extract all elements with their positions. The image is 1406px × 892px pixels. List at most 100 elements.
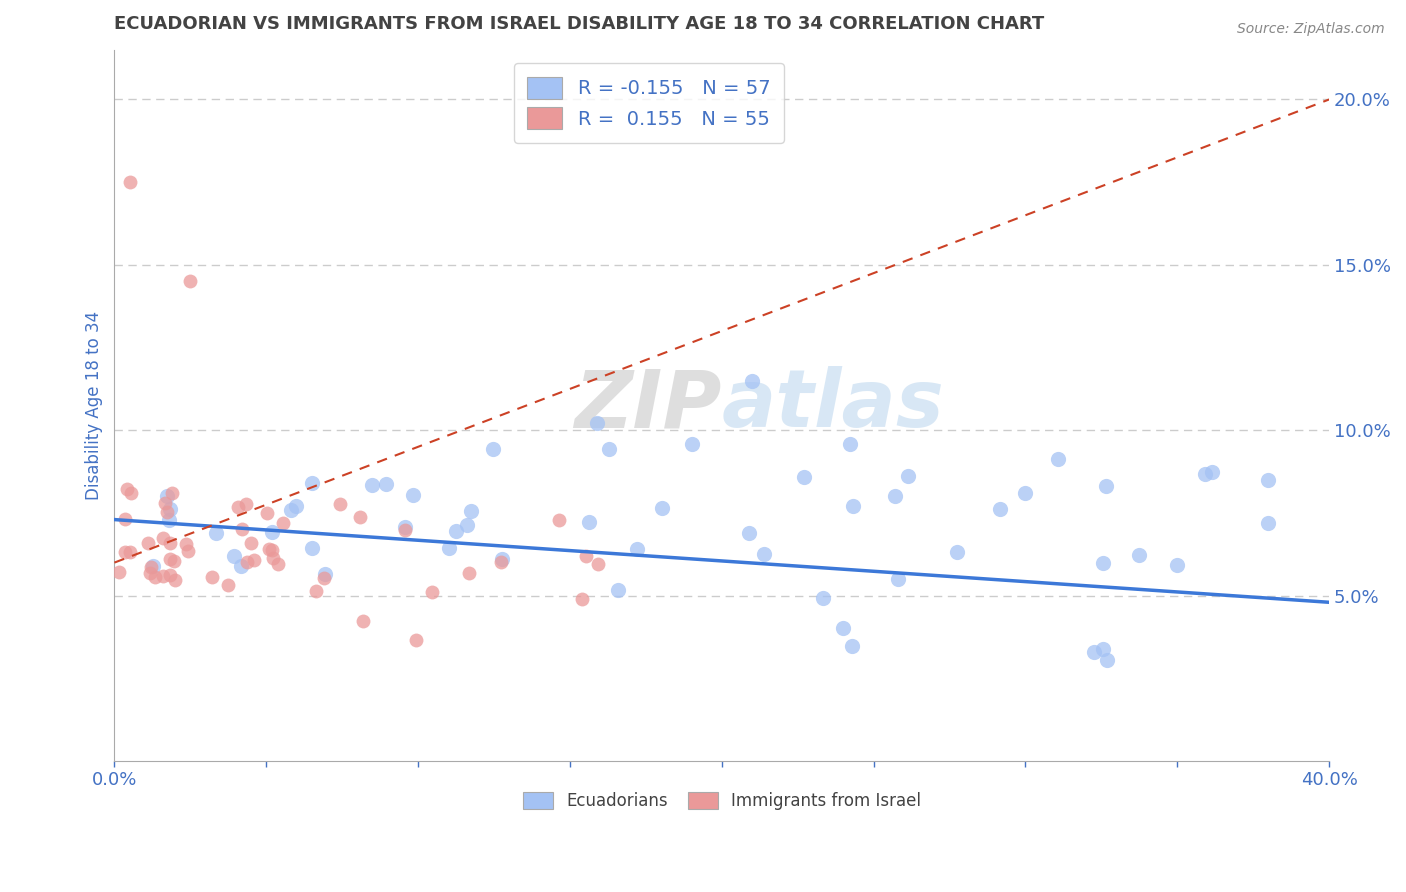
- Point: [607, 583, 630, 598]
- Point: [176, 544, 198, 558]
- Point: [586, 417, 609, 431]
- Point: [832, 621, 855, 635]
- Point: [139, 560, 162, 574]
- Point: [139, 566, 162, 580]
- Point: [626, 542, 648, 557]
- Legend: Ecuadorians, Immigrants from Israel: Ecuadorians, Immigrants from Israel: [516, 785, 928, 817]
- Point: [329, 497, 352, 511]
- Point: [420, 585, 443, 599]
- Point: [1094, 479, 1116, 493]
- Point: [460, 504, 482, 518]
- Point: [159, 501, 181, 516]
- Point: [456, 518, 478, 533]
- Point: [489, 555, 512, 569]
- Point: [301, 476, 323, 491]
- Point: [1092, 642, 1115, 657]
- Point: [841, 639, 863, 653]
- Y-axis label: Disability Age 18 to 34: Disability Age 18 to 34: [86, 311, 103, 500]
- Point: [1095, 653, 1118, 667]
- Point: [217, 578, 239, 592]
- Point: [163, 573, 186, 587]
- Point: [115, 482, 138, 496]
- Point: [136, 536, 159, 550]
- Point: [229, 559, 252, 574]
- Point: [159, 535, 181, 549]
- Point: [142, 558, 165, 573]
- Point: [256, 507, 278, 521]
- Point: [1046, 452, 1069, 467]
- Point: [349, 510, 371, 524]
- Point: [312, 571, 335, 585]
- Point: [236, 555, 259, 569]
- Point: [1201, 465, 1223, 479]
- Point: [457, 566, 479, 581]
- Point: [1166, 558, 1188, 572]
- Point: [155, 495, 177, 509]
- Text: ECUADORIAN VS IMMIGRANTS FROM ISRAEL DISABILITY AGE 18 TO 34 CORRELATION CHART: ECUADORIAN VS IMMIGRANTS FROM ISRAEL DIS…: [114, 15, 1045, 33]
- Point: [1128, 548, 1150, 562]
- Point: [262, 551, 284, 566]
- Point: [405, 632, 427, 647]
- Point: [1257, 516, 1279, 530]
- Point: [243, 553, 266, 567]
- Point: [152, 569, 174, 583]
- Point: [352, 614, 374, 628]
- Text: ZIP: ZIP: [575, 367, 721, 444]
- Point: [114, 511, 136, 525]
- Point: [305, 583, 328, 598]
- Text: atlas: atlas: [721, 367, 945, 444]
- Point: [179, 274, 201, 288]
- Point: [1014, 486, 1036, 500]
- Point: [793, 470, 815, 484]
- Point: [118, 175, 141, 189]
- Point: [314, 566, 336, 581]
- Point: [152, 531, 174, 545]
- Point: [240, 535, 263, 549]
- Point: [360, 478, 382, 492]
- Point: [437, 541, 460, 556]
- Point: [896, 469, 918, 483]
- Point: [588, 557, 610, 571]
- Point: [1194, 467, 1216, 481]
- Point: [738, 525, 761, 540]
- Point: [741, 374, 763, 388]
- Point: [990, 502, 1012, 516]
- Point: [260, 525, 283, 540]
- Point: [651, 500, 673, 515]
- Point: [120, 485, 142, 500]
- Point: [945, 544, 967, 558]
- Point: [1083, 645, 1105, 659]
- Point: [226, 500, 249, 514]
- Point: [231, 522, 253, 536]
- Point: [571, 591, 593, 606]
- Text: Source: ZipAtlas.com: Source: ZipAtlas.com: [1237, 22, 1385, 37]
- Point: [176, 537, 198, 551]
- Point: [444, 524, 467, 538]
- Point: [271, 516, 294, 530]
- Point: [578, 515, 600, 529]
- Point: [120, 544, 142, 558]
- Point: [157, 513, 180, 527]
- Point: [201, 569, 224, 583]
- Point: [108, 565, 131, 579]
- Point: [839, 437, 862, 451]
- Point: [394, 520, 416, 534]
- Point: [811, 591, 834, 605]
- Point: [280, 503, 302, 517]
- Point: [681, 437, 703, 451]
- Point: [160, 486, 183, 500]
- Point: [235, 498, 257, 512]
- Point: [883, 489, 905, 503]
- Point: [887, 572, 910, 586]
- Point: [491, 552, 513, 566]
- Point: [301, 541, 323, 556]
- Point: [224, 549, 246, 563]
- Point: [575, 549, 598, 563]
- Point: [159, 568, 181, 582]
- Point: [754, 547, 776, 561]
- Point: [375, 477, 398, 491]
- Point: [267, 558, 290, 572]
- Point: [156, 505, 179, 519]
- Point: [163, 554, 186, 568]
- Point: [548, 513, 571, 527]
